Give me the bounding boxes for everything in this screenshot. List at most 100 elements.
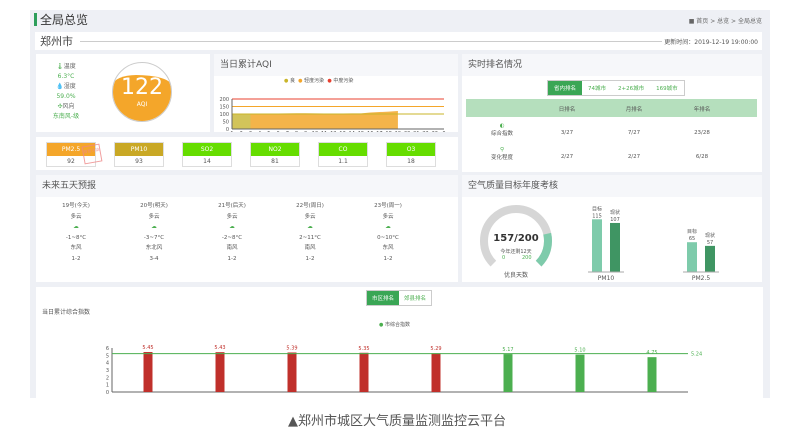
x-tick: 20 bbox=[404, 131, 410, 132]
pollutant-value: 93 bbox=[135, 158, 143, 165]
bar-value: 5.45 bbox=[142, 345, 153, 351]
home-icon: ■ bbox=[688, 18, 697, 25]
x-tick: 17 bbox=[376, 131, 382, 132]
y-tick: 1 bbox=[106, 383, 109, 389]
target-panel: 空气质量目标年度考核 157/200 今年还剩12天 0 200 优良天数 11… bbox=[462, 175, 762, 282]
cloud-icon: ☁ bbox=[307, 224, 313, 230]
pollutant-card[interactable]: PM10 93 bbox=[114, 142, 164, 167]
x-tick: 6 bbox=[276, 131, 279, 132]
group-label: PM10 bbox=[598, 275, 615, 282]
pollutant-value: 92 bbox=[67, 158, 75, 165]
bar-value: 57 bbox=[707, 240, 713, 246]
y-tick: 5 bbox=[106, 353, 109, 359]
aqi-chart-panel: 当日累计AQI ● 良 ● 轻度污染 ● 中度污染 05010015020012… bbox=[214, 54, 458, 132]
composite-panel: 市区排名 郊县排名 当日累计综合指数 ● 市综合指数 0 1 2 3 4 5 6 5.45 5.4… bbox=[36, 287, 763, 398]
composite-bar bbox=[647, 357, 657, 392]
pollutant-card[interactable]: NO2 81 bbox=[250, 142, 300, 167]
bar-value: 5.29 bbox=[430, 346, 441, 352]
forecast-day: 19号(今天) 多云 ☁ -1~8°C 东风 1-2 bbox=[51, 201, 101, 264]
x-tick: 2 bbox=[240, 131, 243, 132]
composite-bar bbox=[431, 353, 441, 392]
pollutant-name: O3 bbox=[387, 143, 435, 156]
composite-bar bbox=[359, 352, 369, 392]
cloud-icon: ☁ bbox=[151, 224, 157, 230]
dashboard: 全局总览 ■ 首页 > 总览 > 全局总览 郑州市 更新时间：2019-12-1… bbox=[30, 10, 770, 398]
update-time: 更新时间：2019-12-19 19:00:00 bbox=[664, 39, 758, 46]
rank-value: 2/27 bbox=[627, 154, 641, 160]
x-tick: 14 bbox=[349, 131, 355, 132]
pollutant-name: PM10 bbox=[115, 143, 163, 156]
x-tick: 16 bbox=[367, 131, 373, 132]
ranking-tab[interactable]: 省内排名 bbox=[548, 81, 583, 95]
breadcrumb-overview[interactable]: 总览 bbox=[717, 18, 730, 25]
composite-bar bbox=[287, 352, 297, 392]
average-label: 5.24 bbox=[691, 352, 702, 358]
ranking-panel: 实时排名情况 省内排名 74城市 2+26城市 169城市 日排名 月排名 年排名 ◐ 综合指… bbox=[462, 54, 762, 172]
pollutant-card[interactable]: PM2.5 92 首要污染 bbox=[46, 142, 103, 167]
composite-bar bbox=[143, 352, 153, 392]
pollutant-card[interactable]: O3 18 bbox=[386, 142, 436, 167]
chart-legend: ● 良 ● 轻度污染 ● 中度污染 bbox=[284, 78, 354, 84]
ranking-tab[interactable]: 74城市 bbox=[588, 86, 607, 92]
rank-value: 7/27 bbox=[627, 130, 641, 136]
good-days-gauge bbox=[480, 205, 552, 267]
x-tick: 4 bbox=[258, 131, 261, 132]
pollutant-name: NO2 bbox=[251, 143, 299, 156]
y-tick: 50 bbox=[223, 120, 229, 126]
ranking-tab[interactable]: 169城市 bbox=[656, 86, 678, 92]
forecast-day: 23号(周一) 多云 ☁ 0~10°C 东风 1-2 bbox=[363, 201, 413, 264]
ranking-tab[interactable]: 2+26城市 bbox=[618, 86, 645, 92]
x-tick: 10 bbox=[312, 131, 318, 132]
pollutant-value: 14 bbox=[203, 158, 211, 165]
composite-bar bbox=[503, 354, 513, 392]
composite-bar bbox=[215, 352, 225, 392]
pollutant-card[interactable]: CO 1.1 bbox=[318, 142, 368, 167]
bar-value: 107 bbox=[610, 217, 620, 223]
y-tick: 3 bbox=[106, 368, 109, 374]
bar-label: 目标 bbox=[687, 228, 697, 235]
pollutant-card[interactable]: SO2 14 bbox=[182, 142, 232, 167]
aqi-value: 122 bbox=[121, 75, 163, 100]
pollutant-name: CO bbox=[319, 143, 367, 156]
gauge-value: 157/200 bbox=[493, 233, 539, 244]
aqi-area bbox=[232, 111, 398, 129]
target-bar bbox=[705, 245, 715, 272]
x-tick: 23 bbox=[432, 131, 438, 132]
y-tick: 200 bbox=[219, 97, 229, 103]
bar-label: 现状 bbox=[705, 232, 715, 239]
pollutant-name: SO2 bbox=[183, 143, 231, 156]
chart-legend: ● 市综合指数 bbox=[379, 322, 410, 328]
composite-tab[interactable]: 市区排名 bbox=[367, 291, 400, 305]
pollutant-value: 1.1 bbox=[338, 158, 348, 165]
x-tick: 21 bbox=[413, 131, 419, 132]
thermometer-icon: 🌡温度 bbox=[56, 63, 76, 70]
aqi-chart: 0501001502001234567891011121314151617181… bbox=[219, 97, 445, 132]
x-tick: 11 bbox=[321, 131, 327, 132]
x-tick: 13 bbox=[339, 131, 345, 132]
city-name: 郑州市 bbox=[40, 35, 73, 48]
x-tick: 1 bbox=[230, 131, 233, 132]
x-tick: 7 bbox=[286, 131, 289, 132]
good-area bbox=[232, 114, 251, 129]
x-tick: 3 bbox=[249, 131, 252, 132]
temperature-value: 6.3°C bbox=[57, 73, 75, 80]
target-bar bbox=[610, 222, 620, 272]
composite-tab[interactable]: 郊县排名 bbox=[404, 296, 427, 302]
x-tick: 8 bbox=[295, 131, 298, 132]
column-header: 月排名 bbox=[625, 107, 643, 113]
forecast-day: 21号(后天) 多云 ☁ -2~8°C 南风 1-2 bbox=[207, 201, 257, 264]
index-icon: ◐ bbox=[499, 123, 505, 129]
gauge-remaining bbox=[535, 232, 552, 267]
x-tick: 18 bbox=[386, 131, 392, 132]
wind-value: 东南风-级 bbox=[52, 113, 80, 120]
bar-value: 5.35 bbox=[358, 346, 369, 352]
y-tick: 0 bbox=[226, 127, 229, 132]
aqi-gauge: 122 AQI bbox=[112, 62, 172, 122]
panel-title: 实时排名情况 bbox=[462, 54, 762, 76]
pollutant-value: 18 bbox=[407, 158, 415, 165]
city-bar: 郑州市 更新时间：2019-12-19 19:00:00 bbox=[35, 32, 762, 50]
breadcrumb-home[interactable]: 首页 bbox=[696, 18, 709, 25]
y-tick: 4 bbox=[106, 361, 109, 367]
x-tick: 19 bbox=[395, 131, 401, 132]
